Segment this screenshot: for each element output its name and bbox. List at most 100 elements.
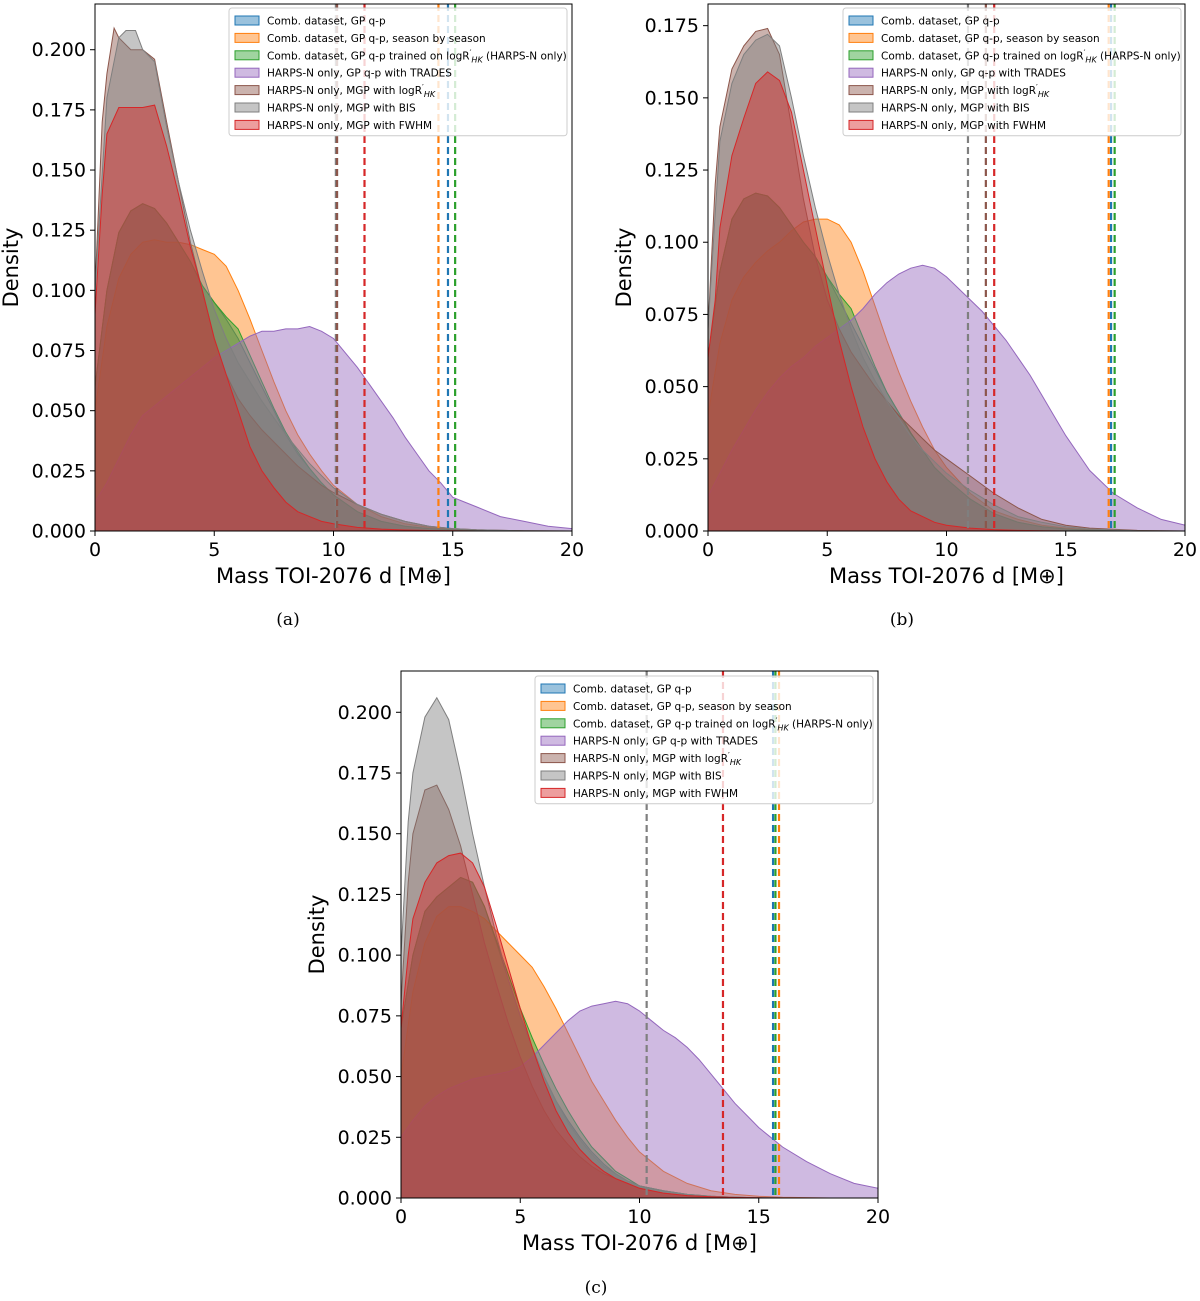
density-area-2 bbox=[401, 906, 878, 1198]
legend-entry: HARPS-N only, MGP with FWHM bbox=[573, 788, 738, 800]
x-axis-label: Mass TOI-2076 d [M⊕] bbox=[216, 564, 451, 588]
y-tick-label: 0.100 bbox=[645, 232, 699, 254]
legend: Comb. dataset, GP q-p Comb. dataset, GP q… bbox=[534, 675, 874, 805]
legend-entry: HARPS-N only, GP q-p with TRADES bbox=[267, 68, 452, 80]
panel-a: 0 5 10 15 20 0.000 0.025 0.050 0.075 0.100 0.125 0.… bbox=[0, 3, 584, 630]
y-tick-label: 0.125 bbox=[32, 220, 86, 242]
legend-swatch bbox=[848, 50, 874, 61]
legend-entry: Comb. dataset, GP q-p, season by season bbox=[881, 33, 1100, 45]
legend-entry: Comb. dataset, GP q-p trained on logR′HK… bbox=[267, 48, 567, 64]
legend-swatch bbox=[234, 15, 260, 26]
x-tick-label: 10 bbox=[321, 539, 345, 561]
legend-swatch bbox=[234, 85, 260, 96]
legend-entry: Comb. dataset, GP q-p bbox=[573, 684, 692, 696]
legend-swatch bbox=[540, 735, 566, 746]
panel-c: 0 5 10 15 20 0.000 0.025 0.050 0.075 0.100 0.125 0.… bbox=[305, 670, 890, 1298]
legend-entry: HARPS-N only, MGP with logR′HK bbox=[267, 83, 436, 99]
x-tick-label: 20 bbox=[1173, 539, 1197, 561]
x-tick-label: 10 bbox=[934, 539, 958, 561]
legend-swatch bbox=[234, 119, 260, 130]
density-area-3 bbox=[708, 192, 1185, 531]
y-axis-label: Density bbox=[305, 895, 329, 975]
y-tick-label: 0.100 bbox=[338, 945, 392, 967]
legend-swatch bbox=[540, 753, 566, 764]
legend-swatch bbox=[848, 119, 874, 130]
x-tick-label: 5 bbox=[208, 539, 220, 561]
legend-box bbox=[842, 7, 1182, 137]
density-area-3 bbox=[95, 203, 572, 531]
legend-swatch bbox=[848, 32, 874, 43]
x-tick-label: 15 bbox=[1054, 539, 1078, 561]
x-tick-label: 5 bbox=[821, 539, 833, 561]
y-tick-label: 0.200 bbox=[338, 702, 392, 724]
y-tick-label: 0.000 bbox=[338, 1188, 392, 1210]
legend-entry: HARPS-N only, MGP with logR′HK bbox=[881, 83, 1050, 99]
legend-entry: Comb. dataset, GP q-p bbox=[267, 16, 386, 28]
x-tick-label: 20 bbox=[866, 1206, 890, 1228]
x-tick-label: 15 bbox=[747, 1206, 771, 1228]
x-tick-label: 5 bbox=[514, 1206, 526, 1228]
panel-b: 0 5 10 15 20 0.000 0.025 0.050 0.075 0.100 0.125 0.… bbox=[612, 3, 1197, 630]
y-tick-label: 0.150 bbox=[645, 87, 699, 109]
legend-entry: HARPS-N only, MGP with BIS bbox=[573, 771, 722, 783]
y-tick-label: 0.050 bbox=[32, 400, 86, 422]
y-tick-label: 0.150 bbox=[338, 823, 392, 845]
legend-entry: HARPS-N only, MGP with BIS bbox=[267, 103, 416, 115]
density-area-4 bbox=[95, 325, 572, 531]
legend-entry: HARPS-N only, MGP with logR′HK bbox=[573, 751, 742, 767]
y-tick-label: 0.175 bbox=[645, 15, 699, 37]
density-area-6 bbox=[95, 30, 572, 531]
density-area-4 bbox=[401, 1000, 878, 1198]
density-area-6 bbox=[708, 33, 1185, 531]
legend-swatch bbox=[540, 700, 566, 711]
legend-entry: Comb. dataset, GP q-p, season by season bbox=[573, 701, 792, 713]
x-tick-label: 10 bbox=[627, 1206, 651, 1228]
legend-box bbox=[534, 675, 874, 805]
y-tick-label: 0.150 bbox=[32, 160, 86, 182]
y-tick-label: 0.025 bbox=[645, 448, 699, 470]
y-tick-label: 0.050 bbox=[338, 1066, 392, 1088]
panel-caption: (c) bbox=[585, 1278, 608, 1298]
y-tick-label: 0.125 bbox=[338, 884, 392, 906]
legend: Comb. dataset, GP q-p Comb. dataset, GP q… bbox=[842, 7, 1182, 137]
legend-entry: HARPS-N only, GP q-p with TRADES bbox=[573, 736, 758, 748]
legend-swatch bbox=[234, 102, 260, 113]
plot-area bbox=[708, 4, 1185, 531]
legend-entry: HARPS-N only, MGP with BIS bbox=[881, 103, 1030, 115]
legend-swatch bbox=[234, 32, 260, 43]
legend-box bbox=[228, 7, 568, 137]
plot-area bbox=[401, 671, 878, 1198]
y-tick-label: 0.075 bbox=[338, 1005, 392, 1027]
legend-swatch bbox=[540, 770, 566, 781]
density-area-2 bbox=[95, 239, 572, 531]
plot-area bbox=[95, 4, 572, 531]
legend-swatch bbox=[234, 50, 260, 61]
y-tick-label: 0.125 bbox=[645, 160, 699, 182]
legend-swatch bbox=[848, 85, 874, 96]
y-tick-label: 0.075 bbox=[32, 340, 86, 362]
y-tick-label: 0.025 bbox=[32, 460, 86, 482]
legend: Comb. dataset, GP q-p Comb. dataset, GP q… bbox=[228, 7, 568, 137]
y-tick-label: 0.075 bbox=[645, 304, 699, 326]
density-area-7 bbox=[401, 852, 878, 1198]
legend-entry: Comb. dataset, GP q-p trained on logR′HK… bbox=[881, 48, 1181, 64]
x-tick-label: 20 bbox=[560, 539, 584, 561]
y-tick-label: 0.175 bbox=[32, 99, 86, 121]
legend-swatch bbox=[540, 683, 566, 694]
legend-swatch bbox=[848, 15, 874, 26]
x-tick-label: 0 bbox=[89, 539, 101, 561]
legend-entry: Comb. dataset, GP q-p, season by season bbox=[267, 33, 486, 45]
y-tick-label: 0.025 bbox=[338, 1127, 392, 1149]
x-tick-label: 0 bbox=[395, 1206, 407, 1228]
legend-entry: HARPS-N only, MGP with FWHM bbox=[267, 120, 432, 132]
legend-swatch bbox=[848, 102, 874, 113]
y-tick-label: 0.200 bbox=[32, 39, 86, 61]
y-tick-label: 0.100 bbox=[32, 280, 86, 302]
legend-swatch bbox=[234, 67, 260, 78]
legend-entry: HARPS-N only, MGP with FWHM bbox=[881, 120, 1046, 132]
legend-entry: Comb. dataset, GP q-p bbox=[881, 16, 1000, 28]
legend-swatch bbox=[848, 67, 874, 78]
x-tick-label: 15 bbox=[441, 539, 465, 561]
y-axis-label: Density bbox=[612, 228, 636, 308]
